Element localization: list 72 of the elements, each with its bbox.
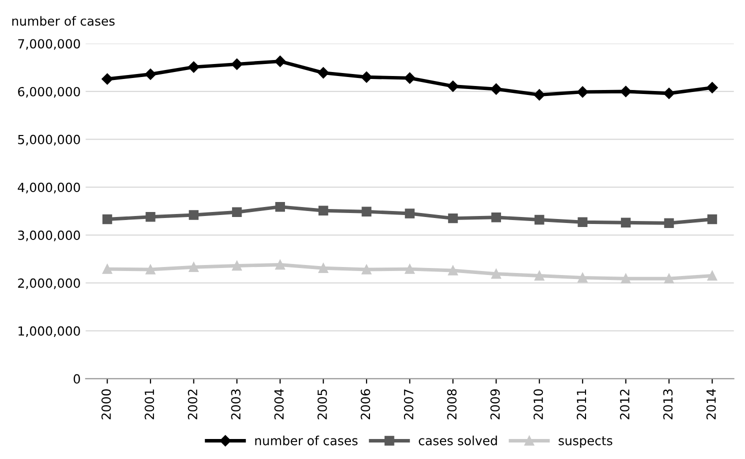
- point: [707, 270, 718, 281]
- y-tick-label: 6,000,000: [18, 86, 80, 98]
- y-tick-label: 4,000,000: [18, 182, 80, 194]
- point: [232, 260, 242, 271]
- point: [318, 67, 329, 78]
- point: [664, 274, 674, 284]
- x-tick-label: 2013: [663, 389, 673, 420]
- point: [318, 263, 328, 273]
- point: [404, 208, 415, 218]
- x-tick-label: 2009: [490, 389, 500, 420]
- point: [578, 217, 588, 228]
- point: [620, 218, 631, 228]
- point: [576, 86, 588, 98]
- point: [664, 218, 674, 228]
- x-tick-label: 2003: [231, 389, 241, 420]
- point: [275, 260, 285, 270]
- legend-label: number of cases: [255, 436, 358, 446]
- point: [534, 270, 544, 281]
- y-tick-label: 1,000,000: [18, 326, 80, 338]
- point: [102, 73, 113, 85]
- point: [362, 206, 372, 216]
- point: [102, 264, 112, 274]
- x-tick-label: 2001: [144, 390, 154, 420]
- x-tick-label: 2011: [576, 390, 586, 420]
- point: [707, 214, 718, 224]
- x-tick-label: 2008: [447, 389, 457, 420]
- point: [447, 80, 459, 92]
- y-axis-title: number of cases: [12, 16, 115, 26]
- point: [404, 264, 415, 274]
- point: [448, 266, 458, 276]
- x-tick-label: 2012: [620, 390, 630, 420]
- point: [663, 88, 675, 99]
- y-tick-label: 0: [74, 374, 80, 384]
- point: [144, 68, 156, 80]
- point: [491, 268, 502, 279]
- point: [146, 264, 156, 274]
- point: [188, 61, 200, 73]
- point: [188, 210, 199, 220]
- x-tick-label: 2010: [534, 389, 544, 420]
- legend-label: cases solved: [418, 436, 497, 446]
- x-tick-label: 2002: [188, 390, 198, 420]
- point: [404, 72, 416, 84]
- point: [706, 82, 718, 94]
- point: [534, 89, 545, 100]
- point: [231, 58, 243, 70]
- point: [274, 56, 286, 67]
- point: [362, 264, 372, 274]
- point: [620, 86, 632, 98]
- point: [578, 272, 588, 283]
- point: [491, 212, 502, 222]
- y-tick-label: 2,000,000: [18, 278, 80, 290]
- legend-label: suspects: [558, 436, 612, 448]
- point: [360, 72, 372, 83]
- point: [275, 202, 285, 212]
- point: [318, 206, 328, 216]
- y-tick-label: 3,000,000: [18, 230, 80, 242]
- point: [146, 212, 156, 222]
- x-tick-label: 2005: [318, 389, 327, 420]
- y-tick-label: 7,000,000: [18, 39, 80, 50]
- point: [534, 214, 544, 225]
- point: [490, 83, 502, 95]
- point: [102, 214, 112, 224]
- x-tick-label: 2007: [404, 389, 414, 420]
- point: [188, 262, 199, 272]
- x-tick-label: 2014: [706, 389, 716, 420]
- x-tick-label: 2006: [360, 389, 370, 420]
- y-tick-label: 5,000,000: [18, 134, 80, 146]
- x-tick-label: 2000: [101, 389, 111, 420]
- point: [448, 213, 458, 224]
- point: [232, 207, 242, 217]
- x-tick-label: 2004: [274, 389, 284, 420]
- point: [620, 274, 631, 284]
